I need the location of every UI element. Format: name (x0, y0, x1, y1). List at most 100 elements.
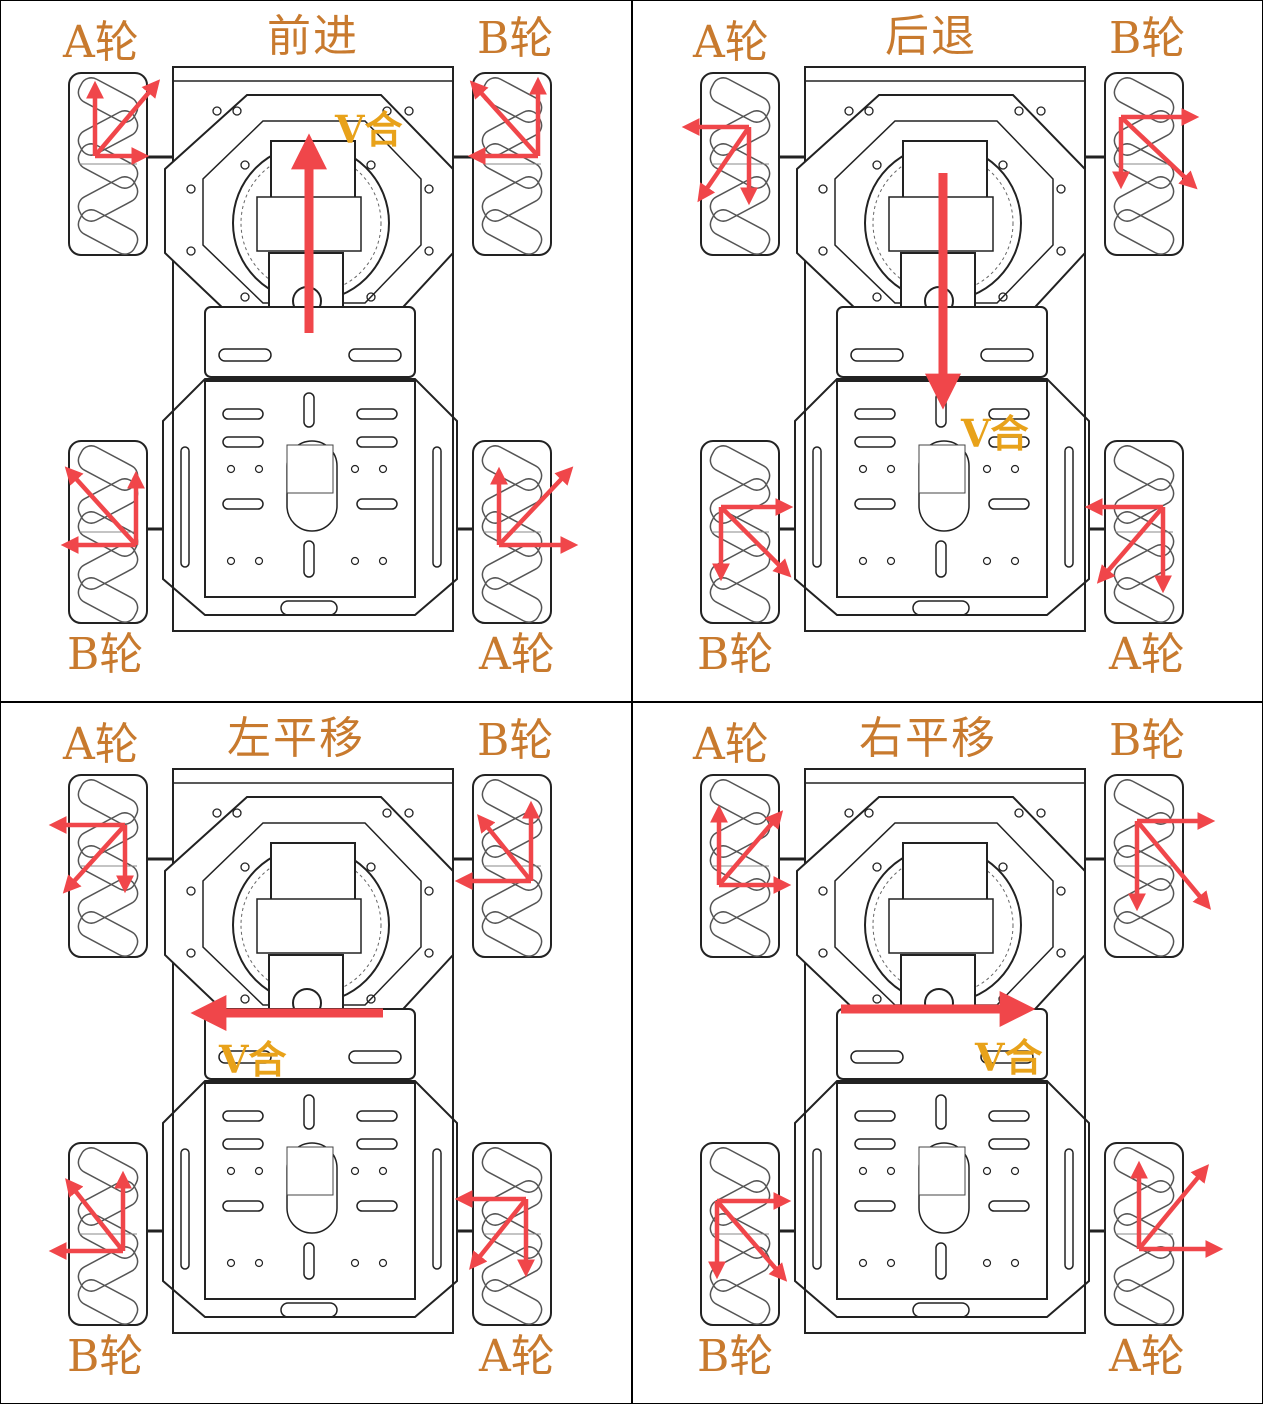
arrow-br-diagonal (1137, 1164, 1210, 1251)
screw (872, 160, 882, 170)
slot (348, 348, 402, 362)
screw (366, 292, 376, 302)
label-wheel-b-top-right: B轮 (477, 715, 554, 766)
board-slot (222, 498, 264, 510)
mount-hole (886, 1166, 896, 1176)
lower-plate-outline (162, 378, 458, 616)
upper-plate-inner (202, 120, 422, 304)
arrows-right (708, 804, 1224, 1282)
wheel-roller (481, 878, 543, 924)
board-slot (854, 408, 896, 420)
side-slot (1064, 1148, 1074, 1270)
wheel-roller (1113, 176, 1175, 222)
panel-title: 后退 (885, 11, 977, 62)
mount-hole (350, 556, 360, 566)
mount-hole (1010, 464, 1020, 474)
screw (1056, 948, 1066, 958)
wheel-roller (1113, 445, 1175, 491)
wheel-bottom-right (1104, 1142, 1184, 1326)
arrows-backward (681, 108, 1200, 594)
board-slot (988, 498, 1030, 510)
board-slot (854, 1110, 896, 1122)
wheel-roller (77, 1180, 139, 1226)
wheel-roller (77, 176, 139, 222)
screw (232, 106, 242, 116)
chassis-drawing (700, 66, 1184, 632)
slot (980, 348, 1034, 362)
mount-hole (886, 464, 896, 474)
wheel-roller (709, 1147, 771, 1193)
screw (232, 808, 242, 818)
screw (424, 184, 434, 194)
wheel-roller (709, 511, 771, 557)
side-slot (180, 446, 190, 568)
mount-hole (254, 464, 264, 474)
wheel-vectors (681, 108, 1200, 594)
board-slot (988, 1138, 1030, 1150)
slot (850, 348, 904, 362)
chassis-drawing (700, 768, 1184, 1334)
arrow-bl-diagonal (65, 1178, 125, 1253)
side-slot (812, 446, 822, 568)
board-slot (222, 1200, 264, 1212)
board-slot (356, 436, 398, 448)
board-slot (356, 1200, 398, 1212)
wheel-vectors (708, 804, 1224, 1282)
side-slot (812, 1148, 822, 1270)
wheel-roller (1113, 779, 1175, 825)
mount-hole (1010, 1166, 1020, 1176)
screw (382, 106, 392, 116)
wheel-roller (77, 1246, 139, 1292)
upper-plate-inner (202, 822, 422, 1006)
vertical-slot (935, 540, 947, 578)
arrow-br-diagonal (469, 1197, 528, 1270)
vertical-slot (303, 540, 315, 578)
wheel-roller (481, 1246, 543, 1292)
board-slot (356, 498, 398, 510)
bottom-slot (912, 600, 970, 616)
mount-hole (982, 1166, 992, 1176)
screw (844, 106, 854, 116)
label-wheel-b-bottom-left: B轮 (67, 1331, 144, 1382)
board-chip (918, 1146, 966, 1196)
arrow-tr-diagonal (477, 814, 533, 883)
wheel-roller (77, 1279, 139, 1325)
label-wheel-b-top-right: B轮 (1109, 13, 1186, 64)
wheel-roller (709, 110, 771, 156)
screw (404, 808, 414, 818)
lower-plate-outline (794, 1080, 1090, 1318)
wheel-roller (77, 779, 139, 825)
screw (998, 292, 1008, 302)
board-chip (286, 1146, 334, 1196)
screw (864, 106, 874, 116)
board-slot (988, 1200, 1030, 1212)
vertical-slot (935, 1094, 947, 1130)
mount-hole (350, 1258, 360, 1268)
upper-plate-inner (834, 120, 1054, 304)
arrow-bl-diagonal (715, 1199, 788, 1282)
wheel-roller (481, 1147, 543, 1193)
bottom-slot (912, 1302, 970, 1318)
wheel-roller (77, 77, 139, 123)
wheel-vectors (60, 76, 579, 554)
mount-hole (886, 556, 896, 566)
label-wheel-a-bottom-right: A轮 (1109, 629, 1185, 680)
label-wheel-b-top-right: B轮 (477, 13, 554, 64)
board-slot (854, 498, 896, 510)
wheel-roller (1113, 911, 1175, 957)
mount-hole (226, 1258, 236, 1268)
arrow-br-diagonal (497, 466, 574, 547)
mount-hole (226, 556, 236, 566)
screw (864, 808, 874, 818)
arrow-tl-diagonal (93, 79, 161, 158)
wheel-roller (481, 478, 543, 524)
screw (872, 292, 882, 302)
screw (424, 246, 434, 256)
arrow-bl-diagonal (719, 505, 792, 578)
wheel-roller (77, 1147, 139, 1193)
mount-hole (982, 1258, 992, 1268)
slot (218, 1050, 272, 1064)
board-slot (222, 436, 264, 448)
screw (424, 948, 434, 958)
mount-hole (982, 464, 992, 474)
